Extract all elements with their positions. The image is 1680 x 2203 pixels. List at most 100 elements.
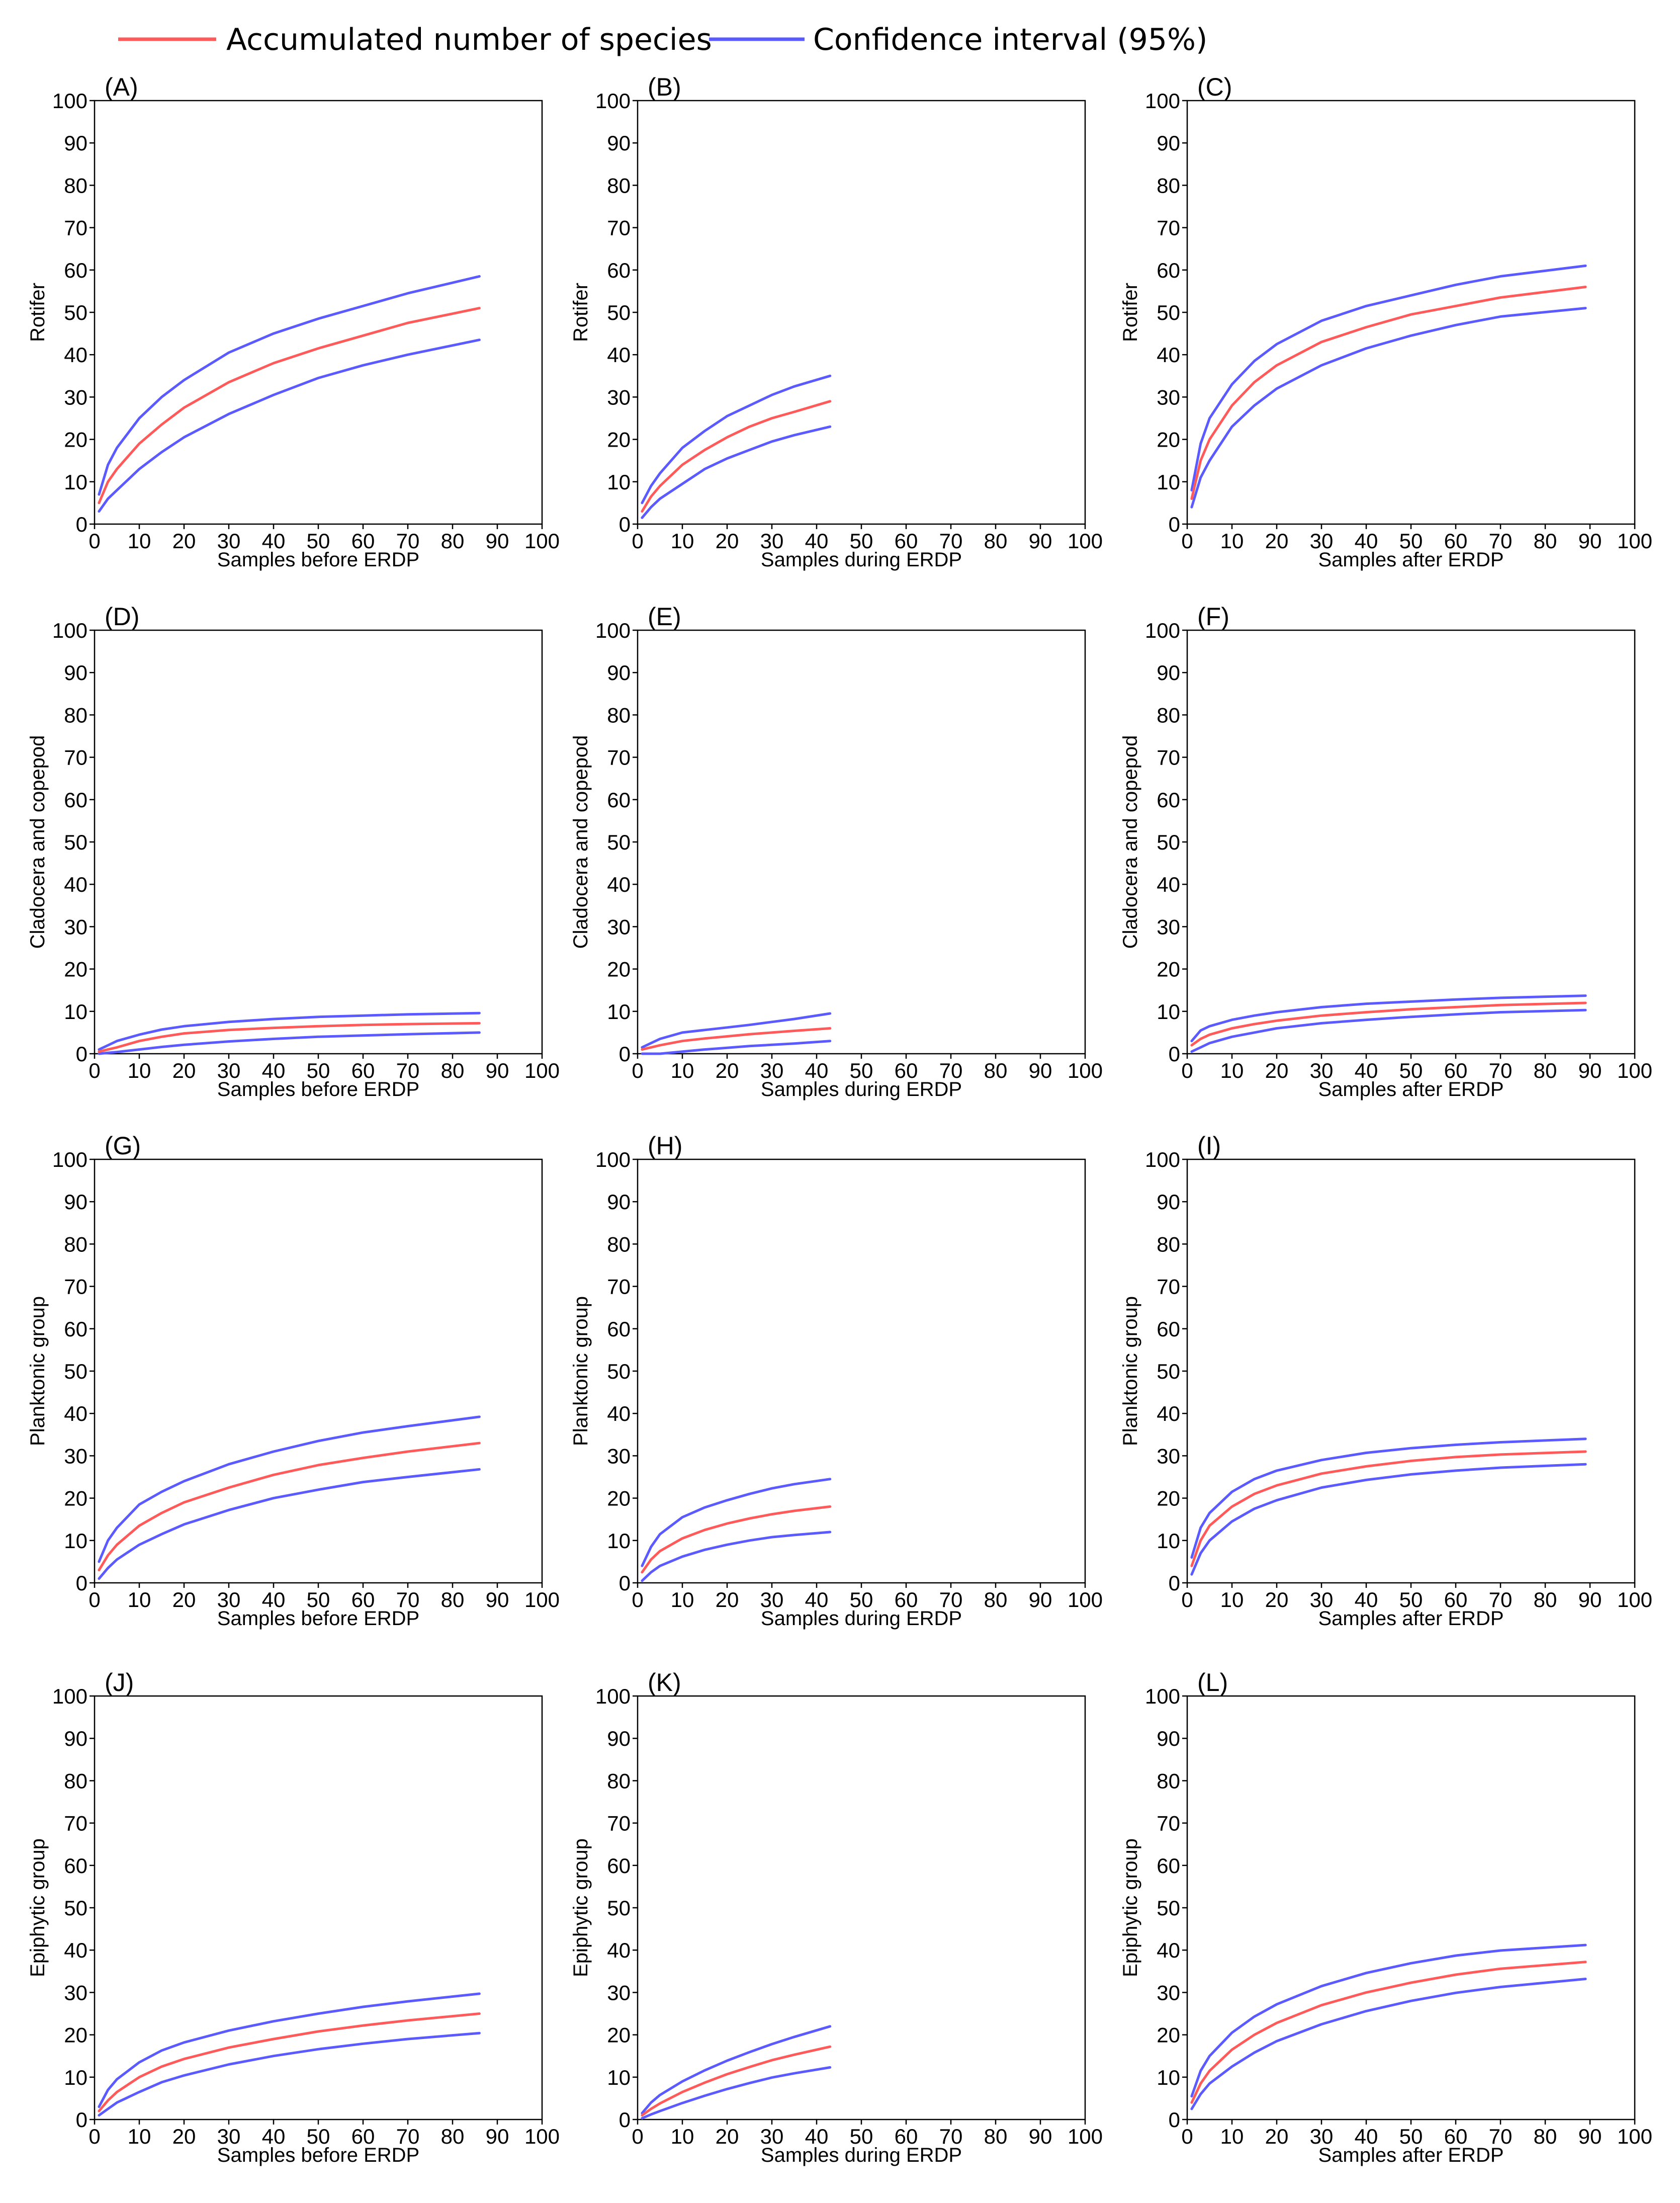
x-tick-label: 30: [760, 1059, 784, 1082]
series-accumulated-line: [98, 2012, 481, 2112]
x-tick-label: 90: [1029, 1588, 1052, 1612]
y-tick-label: 0: [619, 513, 631, 536]
y-tick-label: 20: [64, 1487, 87, 1510]
y-axis-label: Epiphytic group: [27, 1838, 49, 1977]
y-tick-label: 0: [76, 2108, 87, 2132]
y-tick-label: 10: [607, 1000, 631, 1024]
x-tick-label: 60: [1444, 2125, 1468, 2148]
x-tick-label: 70: [1489, 529, 1513, 553]
y-tick-label: 80: [607, 1232, 631, 1256]
x-tick-label: 30: [217, 2125, 241, 2148]
x-tick-label: 0: [89, 2125, 100, 2148]
x-axis-label: Samples during ERDP: [761, 1078, 962, 1100]
series-ci-lower-line: [98, 2031, 481, 2117]
panel-a: 0 10 20 30 40 50 60 70 80 90 100 0 10 20 30 40 50 60 70 80 9…: [27, 73, 560, 571]
x-tick-label: 20: [716, 1059, 739, 1082]
x-tick-label: 90: [1578, 1588, 1602, 1612]
y-tick-label: 80: [1157, 174, 1180, 197]
x-tick-label: 10: [1220, 1588, 1244, 1612]
panel-label: (E): [648, 603, 681, 631]
x-tick-label: 20: [1265, 1588, 1289, 1612]
plot-frame: [94, 629, 543, 1055]
y-tick-label: 60: [64, 1854, 87, 1878]
y-axis-label: Planktonic group: [27, 1296, 49, 1446]
x-tick-label: 30: [1310, 529, 1334, 553]
x-tick-label: 40: [262, 1059, 286, 1082]
y-tick-label: 0: [1169, 513, 1180, 536]
y-tick-label: 30: [1157, 1981, 1180, 2004]
x-tick-label: 50: [850, 1059, 873, 1082]
series-ci-upper-line: [641, 374, 832, 504]
x-tick-label: 60: [351, 1588, 375, 1612]
x-tick-label: 50: [850, 2125, 873, 2148]
y-tick-label: 100: [52, 1148, 87, 1171]
y-tick-label: 100: [52, 1684, 87, 1708]
x-tick-label: 10: [128, 529, 151, 553]
y-tick-label: 90: [1157, 1190, 1180, 1214]
y-tick-label: 30: [607, 1981, 631, 2004]
x-tick-label: 40: [805, 1059, 829, 1082]
y-tick-label: 10: [1157, 1529, 1180, 1553]
y-tick-label: 70: [1157, 1812, 1180, 1835]
y-tick-label: 100: [1145, 1684, 1180, 1708]
y-tick-label: 60: [607, 1317, 631, 1341]
series-ci-upper-line: [1190, 1943, 1587, 2098]
y-tick-label: 90: [64, 661, 87, 685]
x-tick-label: 30: [760, 2125, 784, 2148]
y-tick-label: 60: [1157, 1317, 1180, 1341]
x-tick-label: 30: [217, 1059, 241, 1082]
y-tick-label: 70: [607, 746, 631, 770]
x-axis-label: Samples before ERDP: [217, 549, 419, 571]
series-ci-lower-line: [98, 1468, 481, 1580]
x-tick-label: 100: [1068, 1588, 1103, 1612]
y-tick-label: 70: [1157, 1275, 1180, 1299]
panel-label: (A): [105, 73, 138, 101]
x-tick-label: 100: [1617, 1059, 1652, 1082]
x-tick-label: 70: [1489, 1588, 1513, 1612]
x-tick-label: 0: [1181, 2125, 1193, 2148]
x-tick-label: 10: [671, 2125, 694, 2148]
x-tick-label: 70: [939, 1059, 963, 1082]
y-tick-label: 20: [1157, 428, 1180, 452]
series-ci-upper-line: [98, 1011, 481, 1051]
y-axis-label: Rotifer: [27, 283, 49, 342]
y-tick-label: 70: [64, 746, 87, 770]
x-tick-label: 80: [441, 2125, 465, 2148]
x-tick-label: 30: [1310, 2125, 1334, 2148]
x-tick-label: 40: [1355, 1059, 1378, 1082]
y-axis-label: Cladocera and copepod: [570, 735, 592, 949]
panel-label: (K): [648, 1668, 681, 1697]
x-tick-label: 40: [1355, 1588, 1378, 1612]
x-tick-label: 10: [1220, 529, 1244, 553]
y-tick-label: 80: [64, 174, 87, 197]
y-tick-label: 90: [607, 1727, 631, 1750]
x-tick-label: 100: [524, 1059, 560, 1082]
y-axis-label: Cladocera and copepod: [27, 735, 49, 949]
x-tick-label: 80: [1534, 2125, 1557, 2148]
series-ci-lower-line: [641, 2066, 832, 2120]
y-tick-label: 70: [64, 216, 87, 240]
series-ci-lower-line: [641, 1531, 832, 1582]
x-axis-label: Samples during ERDP: [761, 549, 962, 571]
x-tick-label: 0: [632, 2125, 643, 2148]
y-tick-label: 40: [607, 1938, 631, 1962]
panels: 0 10 20 30 40 50 60 70 80 90 100010203040506070809…: [27, 73, 1652, 2166]
x-tick-label: 100: [524, 529, 560, 553]
panel-k: 0 10 20 30 40 50 60 70 80 90 100 0 10 20 30 40 50 60 70 80 9…: [570, 1668, 1103, 2166]
y-axis-label: Rotifer: [1119, 283, 1141, 342]
y-tick-label: 50: [1157, 830, 1180, 854]
x-tick-label: 80: [1534, 529, 1557, 553]
y-tick-label: 100: [1145, 89, 1180, 113]
x-tick-label: 80: [984, 1059, 1008, 1082]
y-tick-label: 50: [607, 830, 631, 854]
y-tick-label: 30: [64, 385, 87, 409]
series-ci-upper-line: [1190, 264, 1587, 492]
x-tick-label: 10: [671, 529, 694, 553]
x-tick-label: 90: [1029, 1059, 1052, 1082]
panel-f: 0 10 20 30 40 50 60 70 80 90 100 0 10 20 30 40 50 60 70 80 9…: [1119, 603, 1652, 1100]
x-tick-label: 10: [128, 2125, 151, 2148]
x-tick-label: 0: [1181, 1588, 1193, 1612]
series-ci-upper-line: [1190, 1437, 1587, 1559]
x-tick-label: 0: [89, 1059, 100, 1082]
series-ci-lower-line: [1190, 1463, 1587, 1576]
